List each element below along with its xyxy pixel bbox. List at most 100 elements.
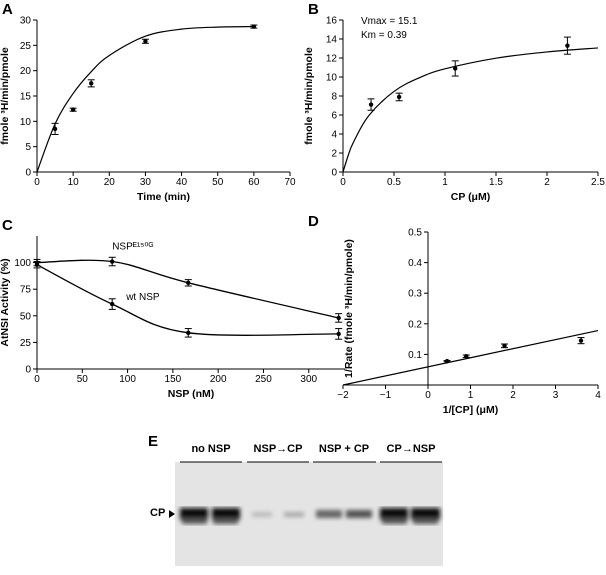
- panel-letter: C: [2, 217, 13, 234]
- x-tick-label: 60: [248, 177, 260, 188]
- series-line: [36, 259, 339, 319]
- y-tick-label: 6: [331, 111, 337, 122]
- y-tick-label: 25: [20, 338, 32, 349]
- bands: [180, 508, 440, 524]
- y-tick-label: 75: [20, 285, 32, 296]
- y-tick-label: 10: [20, 117, 32, 128]
- x-tick-label: 0: [340, 177, 346, 188]
- x-axis-label: CP (μM): [451, 191, 490, 203]
- data-point: [251, 24, 257, 29]
- y-tick-label: 8: [331, 92, 337, 103]
- data-point: [186, 280, 191, 286]
- y-axis-label: fmole ³H/min/pmole: [303, 47, 315, 145]
- data-point: [336, 315, 341, 321]
- data-point: [109, 301, 115, 307]
- x-tick-label: 20: [104, 177, 116, 188]
- lane-label: CP→NSP: [387, 443, 436, 455]
- panel-letter: A: [2, 1, 13, 18]
- lane-label: no NSP: [191, 443, 230, 455]
- y-tick-label: 12: [326, 54, 338, 65]
- data-point: [578, 338, 584, 343]
- x-tick-label: 0.5: [387, 177, 401, 188]
- fit-curve: [342, 47, 599, 173]
- data-point: [453, 66, 458, 71]
- band-label: CP: [150, 507, 165, 519]
- series-line: [36, 264, 339, 336]
- series-label: wt NSP: [125, 292, 160, 303]
- x-tick-label: 1: [442, 177, 448, 188]
- x-tick-label: 2: [544, 177, 550, 188]
- x-tick-label: 0: [425, 390, 431, 401]
- x-tick-label: 3: [553, 390, 559, 401]
- data-point: [444, 358, 450, 364]
- y-tick-label: 0.5: [408, 228, 422, 239]
- panel-letter: B: [308, 1, 319, 18]
- y-tick-label: 0.3: [408, 289, 422, 300]
- x-tick-label: 10: [68, 177, 80, 188]
- y-tick-label: 15: [20, 92, 32, 103]
- y-tick-label: 5: [25, 142, 31, 153]
- y-tick-label: 0.2: [408, 319, 422, 330]
- y-tick-label: 30: [20, 16, 32, 27]
- y-tick-label: 0.1: [408, 350, 422, 361]
- x-tick-label: 30: [140, 177, 152, 188]
- x-tick-label: 40: [176, 177, 188, 188]
- x-tick-label: 150: [165, 374, 182, 385]
- data-point: [368, 102, 374, 107]
- y-tick-label: 2: [331, 149, 337, 160]
- x-axis-label: Time (min): [137, 191, 190, 203]
- y-axis-label: fmole ³H/min/pmole: [0, 47, 11, 145]
- data-point: [143, 39, 148, 44]
- y-tick-label: 4: [331, 130, 337, 141]
- data-point: [34, 262, 40, 267]
- data-point: [89, 81, 94, 86]
- data-point: [464, 354, 469, 359]
- y-axis-label: 1/Rate (fmole ³H/min/pmole): [343, 239, 355, 378]
- y-tick-label: 50: [20, 311, 32, 322]
- data-point: [336, 331, 341, 337]
- y-tick-label: 0: [25, 365, 31, 376]
- x-axis-label: NSP (nM): [168, 388, 214, 400]
- gel-panel: E no NSP NSP→CP NSP + CP CP→NSP CP: [148, 433, 443, 566]
- x-tick-label: 50: [77, 374, 89, 385]
- y-tick-label: 0: [25, 168, 31, 179]
- x-tick-label: 4: [595, 390, 601, 401]
- x-tick-label: 0: [34, 177, 40, 188]
- x-axis-label: 1/[CP] (μM): [443, 404, 498, 416]
- x-tick-label: 2: [510, 390, 516, 401]
- data-point: [502, 343, 507, 349]
- y-tick-label: 14: [326, 35, 338, 46]
- y-tick-label: 0: [331, 168, 337, 179]
- y-tick-label: 20: [20, 66, 32, 77]
- fit-curve: [342, 329, 599, 386]
- band-arrow: [169, 510, 175, 518]
- y-axis-label: AtNSI Activity (%): [0, 258, 11, 346]
- fit-curve: [36, 25, 254, 173]
- x-tick-label: 200: [210, 374, 227, 385]
- x-tick-label: 50: [212, 177, 224, 188]
- x-tick-label: 1: [468, 390, 474, 401]
- data-point: [52, 126, 58, 132]
- y-tick-label: 0.4: [408, 258, 422, 269]
- series-label: NSPᴱ¹⁵⁰ᴳ: [112, 242, 153, 253]
- data-point: [186, 330, 191, 336]
- x-tick-label: 2.5: [591, 177, 605, 188]
- y-tick-label: 100: [14, 258, 31, 269]
- data-point: [109, 259, 115, 264]
- x-tick-label: 300: [300, 374, 317, 385]
- x-tick-label: 70: [284, 177, 296, 188]
- panel-letter: E: [148, 433, 158, 450]
- data-point: [396, 94, 402, 100]
- annotation: Km = 0.39: [361, 30, 407, 41]
- annotation: Vmax = 15.1: [361, 16, 418, 27]
- panel-letter: D: [308, 213, 319, 230]
- y-tick-label: 16: [326, 16, 338, 27]
- x-tick-label: 1.5: [489, 177, 503, 188]
- data-point: [70, 107, 76, 112]
- y-tick-label: 25: [20, 41, 32, 52]
- x-tick-label: −1: [380, 390, 392, 401]
- lane-label: NSP→CP: [254, 443, 303, 455]
- x-tick-label: 250: [255, 374, 272, 385]
- lane-label: NSP + CP: [319, 443, 369, 455]
